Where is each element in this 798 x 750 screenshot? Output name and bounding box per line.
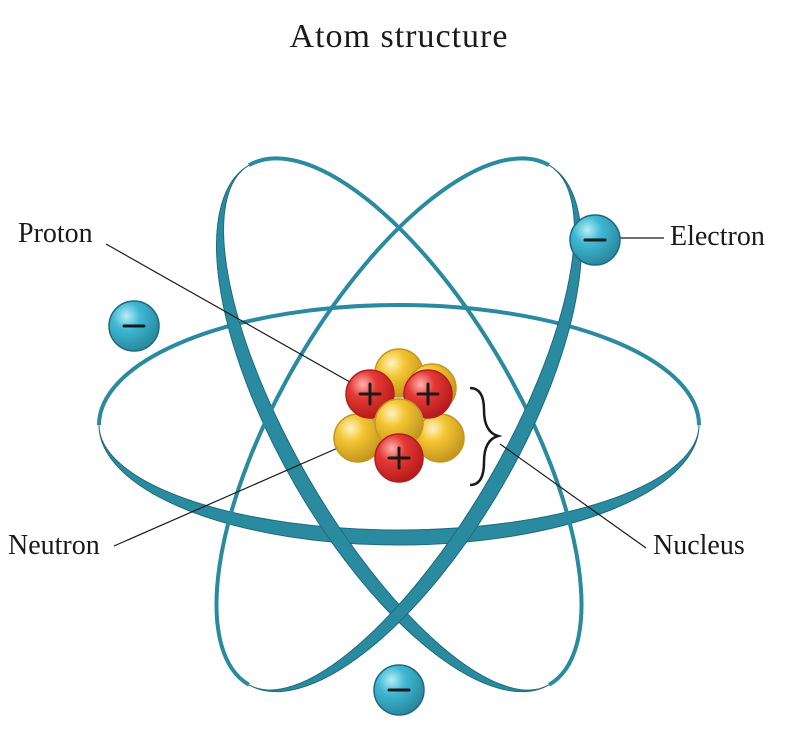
electron-particle <box>109 301 159 351</box>
atom-diagram <box>0 0 798 750</box>
label-electron: Electron <box>670 221 765 253</box>
electron-particle <box>374 665 424 715</box>
label-nucleus: Nucleus <box>653 530 745 562</box>
proton-particle <box>375 434 423 482</box>
electron-particle <box>570 215 620 265</box>
label-neutron: Neutron <box>8 530 100 562</box>
nucleus <box>334 349 464 482</box>
label-proton: Proton <box>18 218 93 250</box>
